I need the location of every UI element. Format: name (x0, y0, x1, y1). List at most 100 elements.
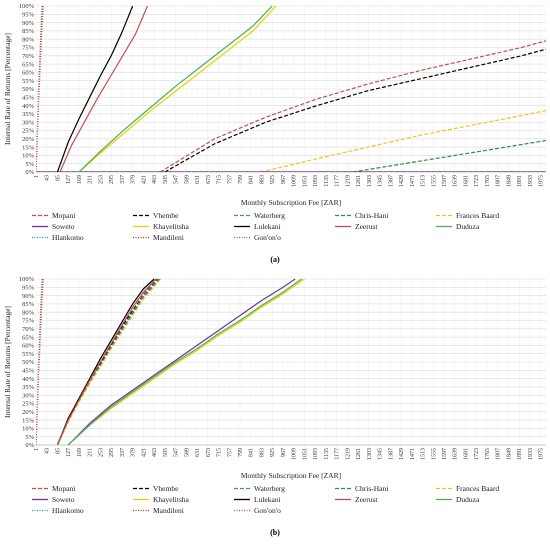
x-tick-label: 1219 (345, 175, 351, 187)
x-tick-label: 421 (141, 448, 147, 457)
series-line-lulekani (56, 5, 134, 172)
series-line-chris-hani (352, 139, 546, 172)
x-tick-label: 1513 (421, 448, 427, 460)
x-tick-label: 1009 (292, 175, 298, 187)
x-tick-label: 169 (77, 175, 83, 184)
legend-label: Waterberg (254, 211, 285, 220)
legend-label: Mopani (52, 484, 75, 493)
series-line-lulekani (56, 278, 155, 445)
y-tick-label: 80% (22, 309, 35, 316)
y-tick-label: 25% (22, 128, 35, 135)
x-tick-label: 1 (34, 175, 40, 178)
figure-caption: (a) (270, 255, 280, 264)
x-tick-label: 463 (152, 175, 158, 184)
y-tick-label: 85% (22, 301, 35, 308)
x-tick-label: 589 (184, 175, 190, 184)
x-tick-label: 127 (66, 175, 72, 184)
series-line-khayelitsha (78, 5, 277, 172)
x-tick-label: 1723 (474, 448, 480, 460)
x-tick-label: 673 (206, 448, 212, 457)
x-tick-label: 85 (55, 448, 61, 454)
legend-label: Vhembe (153, 484, 179, 493)
x-tick-label: 1933 (528, 175, 534, 187)
y-tick-label: 45% (22, 368, 35, 375)
x-tick-label: 1765 (485, 448, 491, 460)
y-tick-label: 35% (22, 111, 35, 118)
chart-a-svg: 0%5%10% 15%20%25% 30%35%40%45% 50%55%60% 65%… (3, 3, 546, 264)
x-tick-label: 799 (238, 448, 244, 457)
x-tick-label: 925 (270, 448, 276, 457)
series-line-zeerust (59, 5, 149, 172)
y-tick-label: 55% (22, 351, 35, 358)
legend-label: Frances Baard (456, 484, 499, 493)
legend-label: Duduza (456, 222, 480, 231)
legend-label: Khayelitsha (153, 222, 189, 231)
y-tick-label: 60% (22, 343, 35, 350)
x-tick-label: 1177 (335, 175, 341, 187)
x-tick-label: 421 (141, 175, 147, 184)
legend-label: Mopani (52, 211, 75, 220)
series-line-duduza (78, 5, 273, 172)
x-tick-label: 1051 (302, 175, 308, 187)
x-tick-label: 799 (238, 175, 244, 184)
x-tick-label: 127 (66, 448, 72, 457)
x-tick-label: 1135 (324, 175, 330, 187)
legend-label: Lulekani (254, 222, 281, 231)
x-tick-label: 295 (109, 448, 115, 457)
y-tick-label: 5% (25, 434, 34, 441)
legend-label: Mandileni (153, 506, 184, 515)
x-tick-label: 505 (163, 448, 169, 457)
x-tick-label: 757 (227, 448, 233, 457)
y-tick-label: 45% (22, 95, 35, 102)
y-tick-label: 65% (22, 61, 35, 68)
x-tick-label: 967 (281, 448, 287, 457)
x-tick-label: 1429 (399, 448, 405, 460)
legend-label: Gon'on'o (254, 506, 281, 515)
x-tick-label: 1471 (410, 448, 416, 460)
x-tick-label: 1933 (528, 448, 534, 460)
x-tick-label: 1891 (517, 175, 523, 187)
series-line-duduza (67, 278, 302, 445)
x-tick-label: 1849 (506, 448, 512, 460)
x-tick-label: 1387 (388, 448, 394, 460)
y-tick-label: 55% (22, 78, 35, 85)
x-tick-label: 1345 (378, 175, 384, 187)
y-tick-label: 85% (22, 28, 35, 35)
y-tick-label: 65% (22, 334, 35, 341)
x-tick-label: 1975 (539, 175, 545, 187)
legend-label: Soweto (52, 222, 75, 231)
x-tick-label: 883 (259, 448, 265, 457)
y-tick-label: 90% (22, 20, 35, 27)
x-tick-label: 883 (259, 175, 265, 184)
x-tick-label: 43 (45, 448, 51, 454)
y-tick-label: 20% (22, 136, 35, 143)
y-tick-label: 5% (25, 161, 34, 168)
y-tick-label: 50% (22, 359, 35, 366)
y-tick-label: 50% (22, 86, 35, 93)
x-tick-label: 547 (174, 175, 180, 184)
y-tick-label: 0% (25, 169, 34, 176)
y-axis-title: Internal Rate of Returns [Percentage] (3, 33, 12, 145)
y-tick-label: 15% (22, 144, 35, 151)
x-tick-label: 85 (55, 175, 61, 181)
chart-b-svg: 0%5%10% 15%20%25% 30%35%40%45% 50%55%60% 65%… (3, 276, 546, 537)
legend-label: Frances Baard (456, 211, 499, 220)
x-tick-label: 1849 (506, 175, 512, 187)
series-line-khayelitsha (67, 278, 305, 445)
x-axis-title: Monthly Subscription Fee [ZAR] (241, 198, 341, 207)
legend-label: Chris-Hani (355, 211, 388, 220)
legend-label: Duduza (456, 495, 480, 504)
y-tick-label: 0% (25, 442, 34, 449)
x-tick-label: 1009 (292, 448, 298, 460)
x-tick-label: 547 (174, 448, 180, 457)
series-line-gon-on-o (36, 5, 45, 172)
y-tick-label: 80% (22, 36, 35, 43)
x-axis-title: Monthly Subscription Fee [ZAR] (241, 471, 341, 480)
y-tick-label: 60% (22, 70, 35, 77)
x-tick-label: 631 (195, 175, 201, 184)
x-tick-label: 337 (120, 448, 126, 457)
y-tick-label: 70% (22, 53, 35, 60)
legend-label: Khayelitsha (153, 495, 189, 504)
series-line-vhembe (164, 48, 546, 172)
legend-label: Vhembe (153, 211, 179, 220)
